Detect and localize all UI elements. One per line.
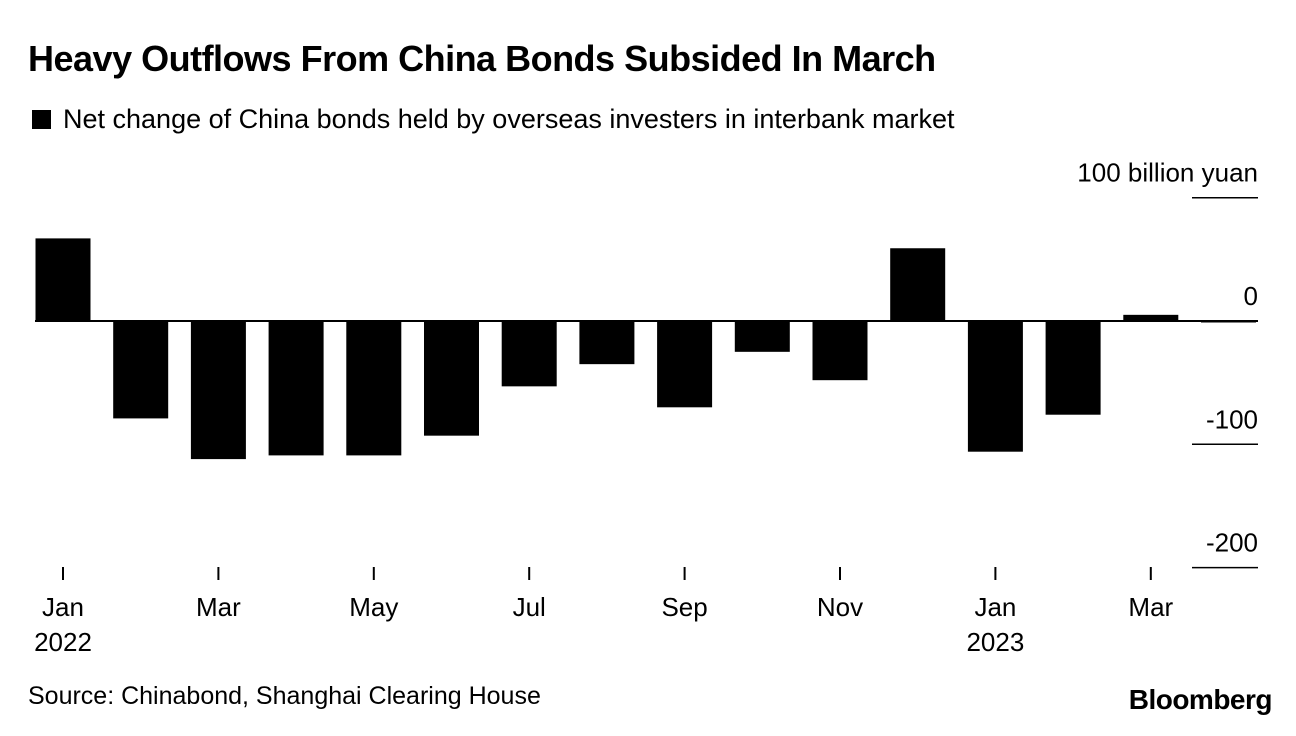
- bar: [501, 321, 557, 387]
- x-tick-year-label: 2022: [34, 627, 92, 657]
- bar: [1123, 314, 1179, 321]
- bar: [890, 248, 946, 321]
- x-tick-label: Nov: [817, 592, 863, 622]
- bar: [812, 321, 868, 381]
- bar: [346, 321, 402, 456]
- legend: Net change of China bonds held by overse…: [32, 104, 955, 135]
- source-note: Source: Chinabond, Shanghai Clearing Hou…: [28, 682, 541, 710]
- bar: [967, 321, 1023, 452]
- y-tick-label: 100 billion yuan: [1077, 158, 1258, 188]
- legend-swatch: [32, 110, 51, 129]
- chart-title: Heavy Outflows From China Bonds Subsided…: [28, 38, 936, 79]
- bar: [113, 321, 169, 419]
- x-tick-label: Jul: [513, 592, 546, 622]
- bar: [734, 321, 790, 352]
- bar: [657, 321, 713, 408]
- bar: [35, 238, 91, 321]
- bar: [1045, 321, 1101, 415]
- x-tick-label: May: [349, 592, 398, 622]
- x-tick-label: Mar: [196, 592, 241, 622]
- bloomberg-logo: Bloomberg: [1128, 684, 1273, 715]
- x-tick-label: Mar: [1128, 592, 1173, 622]
- x-tick-label: Sep: [661, 592, 707, 622]
- x-tick-label: Jan: [974, 592, 1016, 622]
- bar: [1201, 321, 1256, 323]
- legend-label: Net change of China bonds held by overse…: [63, 104, 955, 134]
- y-tick-label: -100: [1206, 404, 1258, 434]
- x-tick-label: Jan: [42, 592, 84, 622]
- bar: [190, 321, 246, 460]
- bar: [268, 321, 324, 456]
- x-tick-year-label: 2023: [966, 627, 1024, 657]
- y-tick-label: 0: [1244, 281, 1258, 311]
- bar: [424, 321, 479, 436]
- bar: [579, 321, 635, 365]
- y-tick-label: -200: [1206, 528, 1258, 558]
- bar-chart: 100 billion yuan 0 -100 -200 Jan 2022 Mar May Ju…: [34, 158, 1258, 657]
